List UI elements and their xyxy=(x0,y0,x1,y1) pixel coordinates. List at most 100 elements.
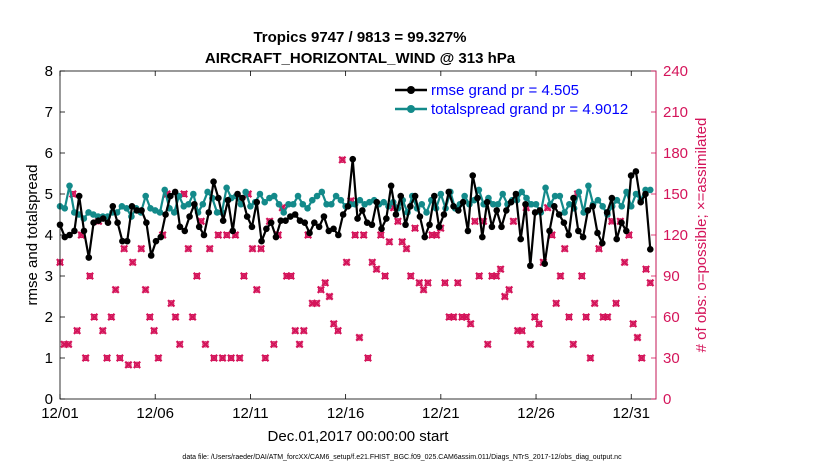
rmse-point xyxy=(128,203,136,210)
totalspread-point xyxy=(242,188,249,196)
totalspread-point xyxy=(332,192,340,200)
obs-assimilated-point xyxy=(582,313,591,321)
obs-assimilated-point xyxy=(646,278,655,287)
obs-assimilated-marker xyxy=(188,313,197,321)
rmse-point xyxy=(171,188,179,196)
obs-assimilated-point xyxy=(227,354,236,362)
obs-assimilated-point xyxy=(633,333,642,342)
obs-possible-point xyxy=(129,259,136,266)
obs-assimilated-marker xyxy=(210,354,218,362)
rmse-point xyxy=(248,223,256,231)
obs-assimilated-marker xyxy=(171,313,180,321)
rmse-point xyxy=(167,192,174,200)
obs-assimilated-marker xyxy=(287,272,295,280)
obs-assimilated-marker xyxy=(470,217,479,226)
obs-possible-point xyxy=(553,300,560,307)
obs-assimilated-point xyxy=(594,244,603,253)
obs-possible-point xyxy=(634,334,641,341)
totalspread-point xyxy=(499,190,507,198)
obs-assimilated-marker xyxy=(239,272,248,280)
left-y-tick-label: 6 xyxy=(45,145,53,162)
totalspread-point xyxy=(261,198,268,206)
obs-possible-point xyxy=(612,300,620,307)
totalspread-point xyxy=(585,182,592,190)
obs-assimilated-point xyxy=(368,258,377,267)
obs-possible-point xyxy=(326,293,333,300)
obs-assimilated-marker xyxy=(505,285,514,294)
obs-assimilated-marker xyxy=(124,360,133,369)
obs-assimilated-marker xyxy=(594,244,603,253)
obs-assimilated-point xyxy=(466,319,475,328)
x-tick-label: 12/26 xyxy=(517,405,555,422)
totalspread-point xyxy=(542,184,549,192)
obs-possible-point xyxy=(595,245,603,252)
obs-assimilated-point xyxy=(517,326,526,335)
obs-assimilated-point xyxy=(334,326,343,335)
obs-assimilated-marker xyxy=(381,272,390,280)
obs-assimilated-marker xyxy=(214,231,223,239)
obs-possible-point xyxy=(381,272,389,280)
obs-assimilated-marker xyxy=(90,313,99,321)
obs-assimilated-point xyxy=(299,326,308,335)
rmse-point xyxy=(378,225,385,233)
rmse-point xyxy=(263,225,270,233)
rmse-point xyxy=(589,203,596,210)
obs-possible-point xyxy=(377,231,384,239)
right-y-tick-label: 0 xyxy=(663,391,671,408)
totalspread-point xyxy=(66,182,73,190)
totalspread-point xyxy=(156,209,164,216)
totalspread-point xyxy=(437,190,445,198)
obs-possible-point xyxy=(591,300,598,307)
obs-possible-point xyxy=(630,320,637,327)
rmse-point xyxy=(99,215,107,222)
rmse-point xyxy=(291,211,299,218)
rmse-point xyxy=(282,217,289,224)
obs-assimilated-marker xyxy=(235,354,244,362)
obs-assimilated-point xyxy=(210,354,218,362)
obs-assimilated-point xyxy=(406,272,415,280)
obs-assimilated-point xyxy=(128,258,137,267)
obs-possible-point xyxy=(343,259,350,266)
obs-assimilated-point xyxy=(133,360,141,369)
obs-assimilated-marker xyxy=(133,360,141,369)
obs-possible-point xyxy=(565,313,573,321)
rmse-point xyxy=(344,203,352,210)
obs-assimilated-point xyxy=(530,313,539,321)
obs-assimilated-point xyxy=(291,326,300,335)
rmse-point xyxy=(195,223,203,231)
rmse-point xyxy=(311,219,318,226)
totalspread-point xyxy=(599,203,606,210)
rmse-point xyxy=(104,219,112,226)
obs-assimilated-marker xyxy=(316,285,325,294)
obs-assimilated-marker xyxy=(582,313,591,321)
obs-assimilated-marker xyxy=(342,258,351,267)
obs-assimilated-point xyxy=(629,319,638,328)
footer-data-file: data file: /Users/raeder/DAI/ATM_forcXX/… xyxy=(182,454,622,461)
obs-possible-point xyxy=(386,238,393,245)
obs-assimilated-marker xyxy=(227,354,236,362)
totalspread-point xyxy=(309,196,316,204)
obs-assimilated-point xyxy=(145,313,154,321)
obs-assimilated-point xyxy=(577,272,586,280)
x-tick-label: 12/01 xyxy=(41,405,79,422)
obs-assimilated-marker xyxy=(535,319,544,328)
obs-possible-point xyxy=(202,341,209,348)
totalspread-point xyxy=(247,203,254,210)
obs-assimilated-point xyxy=(257,244,266,253)
obs-assimilated-point xyxy=(137,244,146,253)
obs-possible-point xyxy=(65,341,72,348)
obs-assimilated-marker xyxy=(500,292,509,301)
obs-possible-point xyxy=(112,286,119,293)
obs-assimilated-point xyxy=(552,299,561,308)
obs-assimilated-marker xyxy=(586,354,595,362)
rmse-point xyxy=(147,252,155,259)
obs-assimilated-point xyxy=(419,285,428,294)
obs-possible-point xyxy=(317,286,325,293)
obs-possible-point xyxy=(518,327,526,334)
obs-assimilated-point xyxy=(171,313,180,321)
totalspread-point xyxy=(632,190,640,198)
rmse-point xyxy=(431,192,438,200)
obs-possible-point xyxy=(99,327,106,334)
rmse-point xyxy=(123,237,131,245)
x-axis-ticks: 12/01 12/06 12/11 12/16 12/21 12/26 12/31 xyxy=(41,71,650,422)
